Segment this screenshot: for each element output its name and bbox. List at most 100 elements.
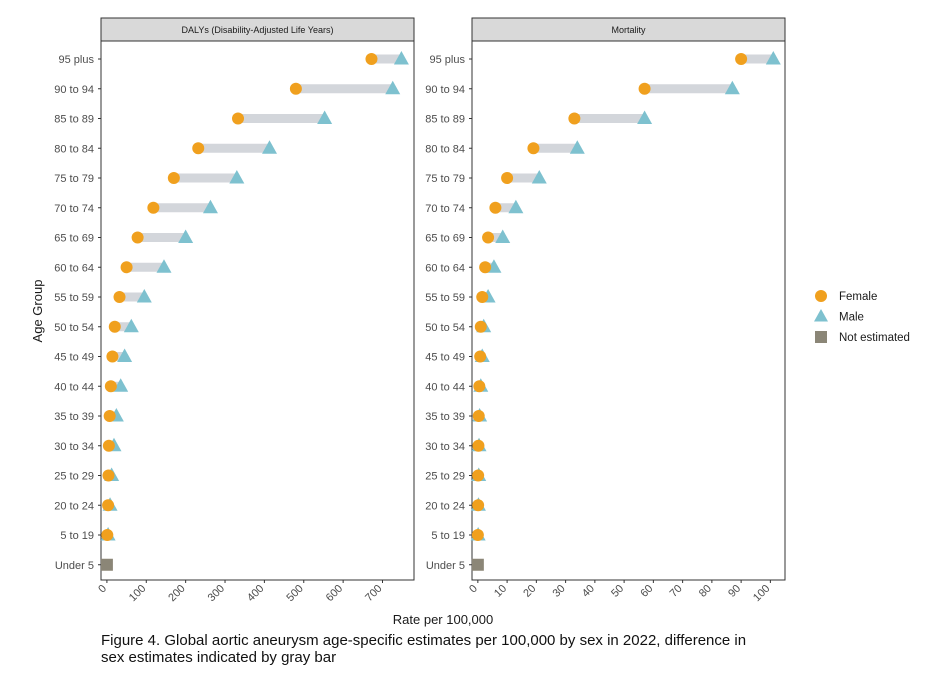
legend-female-icon: [815, 290, 827, 302]
x-tick-label: 60: [638, 583, 655, 600]
caption-line-2: sex estimates indicated by gray bar: [101, 649, 337, 666]
y-tick-label: 45 to 49: [425, 352, 465, 364]
male-point: [156, 259, 172, 273]
female-point: [101, 529, 114, 541]
female-point: [471, 529, 484, 541]
y-tick-label: Under 5: [426, 560, 465, 572]
not-estimated-point: [471, 558, 484, 571]
legend-item: Male: [814, 309, 864, 324]
female-point: [232, 112, 245, 125]
male-point: [765, 51, 781, 65]
legend-item: Female: [815, 290, 877, 303]
y-tick-label: 90 to 94: [54, 84, 94, 96]
difference-bar: [295, 84, 393, 94]
y-tick-label: 70 to 74: [425, 203, 465, 215]
y-tick-label: 80 to 84: [425, 143, 465, 155]
y-tick-label: 55 to 59: [54, 292, 94, 304]
difference-bar: [137, 233, 186, 242]
female-point: [479, 261, 492, 274]
y-tick-label: 40 to 44: [54, 381, 94, 393]
x-tick-label: 600: [324, 583, 345, 604]
y-tick-label: 5 to 19: [60, 530, 94, 542]
y-tick-label: 65 to 69: [54, 233, 94, 245]
difference-bar: [238, 114, 325, 123]
legend: Female Male Not estimated: [814, 290, 910, 344]
y-tick-label: 5 to 19: [431, 530, 465, 542]
y-tick-label: 25 to 29: [425, 471, 465, 483]
x-tick-label: 200: [166, 583, 187, 604]
female-point: [102, 439, 115, 452]
y-tick-label: 70 to 74: [54, 203, 94, 215]
female-point: [102, 469, 115, 482]
y-tick-label: 20 to 24: [425, 500, 465, 512]
x-tick-label: 10: [492, 583, 509, 600]
x-tick-label: 70: [668, 583, 685, 600]
not-estimated-point: [100, 558, 113, 571]
female-point: [103, 410, 116, 422]
y-tick-label: 50 to 54: [54, 322, 94, 334]
y-tick-label: 20 to 24: [54, 500, 94, 512]
y-tick-label: 85 to 89: [425, 114, 465, 126]
difference-bar: [119, 292, 145, 302]
male-point: [123, 318, 139, 333]
y-tick-label: 25 to 29: [54, 471, 94, 483]
x-tick-label: 50: [609, 583, 626, 600]
y-tick-label: 75 to 79: [425, 173, 465, 185]
female-point: [501, 172, 514, 184]
difference-bar: [173, 173, 237, 183]
panel-strip-title: Mortality: [611, 25, 646, 35]
x-tick-label: 100: [751, 583, 772, 604]
x-tick-label: 0: [96, 583, 109, 596]
male-point: [136, 289, 152, 303]
panel-border: [100, 40, 415, 581]
panel-border: [471, 40, 786, 581]
y-tick-label: 80 to 84: [54, 143, 94, 155]
x-tick-label: 400: [245, 583, 266, 604]
x-tick-label: 90: [726, 583, 743, 600]
x-tick-label: 700: [363, 583, 384, 604]
female-point: [120, 261, 133, 274]
male-point: [495, 229, 511, 243]
male-point: [113, 378, 129, 392]
male-point: [229, 170, 245, 184]
difference-bar: [114, 322, 132, 332]
legend-male-icon: [814, 309, 828, 322]
difference-bar: [126, 262, 164, 272]
male-point: [508, 199, 524, 214]
x-tick-label: 40: [580, 583, 597, 600]
y-tick-label: 45 to 49: [54, 352, 94, 364]
female-point: [106, 350, 119, 363]
difference-bar: [533, 143, 578, 153]
male-point: [317, 110, 333, 124]
difference-bar: [153, 203, 211, 213]
female-point: [472, 499, 485, 512]
difference-bar: [198, 143, 270, 153]
male-point: [178, 229, 194, 243]
female-point: [735, 53, 748, 65]
y-tick-label: 75 to 79: [54, 173, 94, 185]
female-point: [473, 380, 486, 393]
y-tick-label: 60 to 64: [425, 262, 465, 274]
difference-bar: [495, 203, 516, 213]
y-tick-label: 65 to 69: [425, 233, 465, 245]
male-point: [393, 51, 409, 65]
male-point: [202, 199, 218, 214]
female-point: [482, 231, 495, 244]
female-point: [147, 201, 160, 214]
x-tick-label: 100: [127, 583, 148, 604]
male-point: [724, 80, 740, 95]
male-point: [569, 140, 585, 154]
y-tick-label: 50 to 54: [425, 322, 465, 334]
y-tick-label: 35 to 39: [54, 411, 94, 423]
x-tick-label: 80: [697, 583, 714, 600]
y-tick-label: 35 to 39: [425, 411, 465, 423]
difference-bar: [371, 54, 402, 64]
legend-label: Not estimated: [839, 332, 910, 344]
x-tick-label: 20: [521, 583, 538, 600]
female-point: [474, 320, 487, 333]
female-point: [489, 201, 502, 214]
legend-label: Male: [839, 312, 864, 324]
female-point: [638, 82, 651, 95]
legend-not-estimated-icon: [815, 331, 827, 343]
female-point: [365, 53, 378, 65]
